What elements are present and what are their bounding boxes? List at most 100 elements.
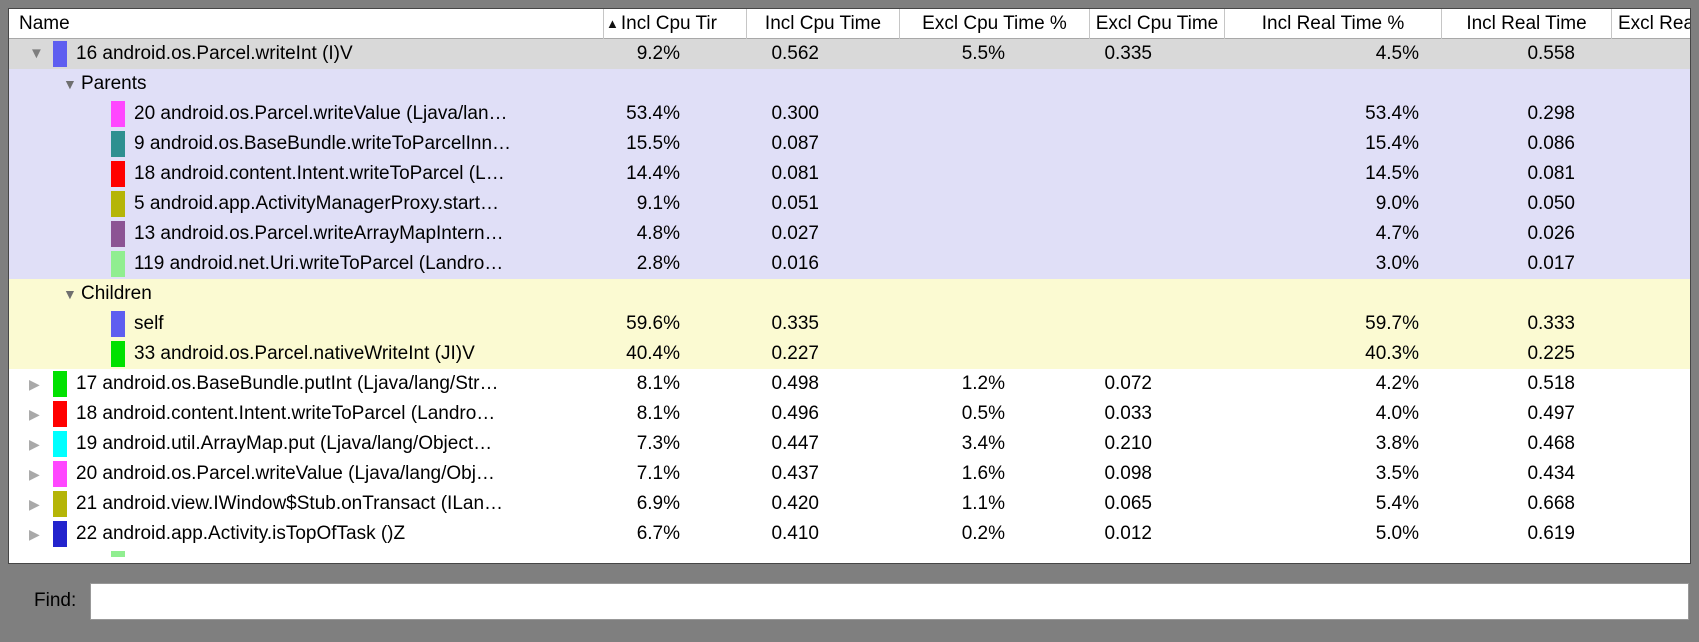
incl-real-time-value: 0.026 bbox=[1527, 223, 1575, 244]
column-header-name[interactable]: Name bbox=[19, 13, 70, 34]
disclosure-icon[interactable]: ▼ bbox=[63, 286, 77, 302]
incl-cpu-time-value: 0.562 bbox=[771, 43, 819, 64]
row-name-cell: self bbox=[9, 309, 603, 339]
incl-real-time-pct-value: 3.5% bbox=[1375, 463, 1419, 484]
row-name: 16 android.os.Parcel.writeInt (I)V bbox=[76, 43, 353, 64]
find-input[interactable] bbox=[90, 582, 1689, 620]
method-color-chip bbox=[53, 371, 67, 397]
incl-real-time-pct-value: 3.0% bbox=[1375, 253, 1419, 274]
excl-cpu-time-value bbox=[1089, 549, 1224, 557]
table-row[interactable]: 9 android.os.BaseBundle.writeToParcelInn… bbox=[9, 129, 1690, 159]
incl-real-time-pct-value: 59.7% bbox=[1365, 313, 1419, 334]
find-label: Find: bbox=[34, 590, 77, 611]
disclosure-icon[interactable]: ▼ bbox=[63, 76, 77, 92]
column-header-excl-cpu-time-pct[interactable]: Excl Cpu Time % bbox=[899, 9, 1089, 39]
row-name: 119 android.net.Uri.writeToParcel (Landr… bbox=[134, 253, 504, 274]
row-name: 17 android.os.BaseBundle.putInt (Ljava/l… bbox=[76, 373, 499, 394]
table-row[interactable]: ▶ 19 android.util.ArrayMap.put (Ljava/la… bbox=[9, 429, 1690, 459]
excl-cpu-time-value bbox=[1089, 249, 1224, 279]
column-header-excl-cpu-time[interactable]: Excl Cpu Time bbox=[1089, 9, 1224, 39]
row-name-cell: 20 android.os.Parcel.writeValue (Ljava/l… bbox=[9, 99, 603, 129]
row-name-cell: ▶ 18 android.content.Intent.writeToParce… bbox=[9, 399, 603, 429]
find-bar: Find: bbox=[8, 582, 1691, 620]
row-name: 13 android.os.Parcel.writeArrayMapIntern… bbox=[134, 223, 504, 244]
disclosure-icon[interactable]: ▶ bbox=[29, 466, 40, 482]
method-color-chip bbox=[53, 491, 67, 517]
column-header-incl-real-time[interactable]: Incl Real Time bbox=[1441, 9, 1611, 39]
excl-real-time-value bbox=[1611, 399, 1690, 429]
method-color-chip bbox=[111, 161, 125, 187]
excl-real-time-value bbox=[1611, 429, 1690, 459]
profiler-table-panel: Name ▲ Incl Cpu Tir Incl Cpu Time Excl Cp… bbox=[8, 8, 1691, 564]
row-name: 21 android.view.IWindow$Stub.onTransact … bbox=[76, 493, 504, 514]
excl-cpu-time-pct-value bbox=[899, 309, 1089, 339]
table-row[interactable]: 20 android.os.Parcel.writeValue (Ljava/l… bbox=[9, 99, 1690, 129]
incl-real-time-pct-value: 5.4% bbox=[1375, 493, 1419, 514]
incl-cpu-time-value: 0.498 bbox=[771, 373, 819, 394]
disclosure-icon[interactable]: ▶ bbox=[29, 406, 40, 422]
table-row[interactable]: ▶ 17 android.os.BaseBundle.putInt (Ljava… bbox=[9, 369, 1690, 399]
incl-cpu-time-pct-value: 14.4% bbox=[626, 163, 680, 184]
row-name: 18 android.content.Intent.writeToParcel … bbox=[76, 403, 496, 424]
table-row[interactable]: ▶ 18 android.content.Intent.writeToParce… bbox=[9, 399, 1690, 429]
excl-cpu-time-pct-value: 0.2% bbox=[961, 523, 1005, 544]
table-row[interactable]: 13 android.os.Parcel.writeArrayMapIntern… bbox=[9, 219, 1690, 249]
disclosure-icon[interactable]: ▼ bbox=[29, 45, 44, 62]
row-name: self bbox=[134, 313, 164, 334]
table-row[interactable]: ▶ 21 android.view.IWindow$Stub.onTransac… bbox=[9, 489, 1690, 519]
column-header-excl-real-time[interactable]: Excl Real bbox=[1611, 9, 1690, 39]
incl-real-time-pct-value: 4.5% bbox=[1375, 43, 1419, 64]
incl-cpu-time-pct-value: 4.8% bbox=[636, 223, 680, 244]
disclosure-icon[interactable]: ▶ bbox=[29, 436, 40, 452]
excl-cpu-time-value bbox=[1089, 279, 1224, 309]
table-row[interactable]: ▼ Parents bbox=[9, 69, 1690, 99]
column-header-incl-cpu-time-pct[interactable]: ▲ Incl Cpu Tir bbox=[603, 9, 746, 39]
disclosure-icon[interactable]: ▶ bbox=[29, 376, 40, 392]
incl-real-time-pct-value: 14.5% bbox=[1365, 163, 1419, 184]
table-row[interactable]: ▼ Children bbox=[9, 279, 1690, 309]
excl-cpu-time-value bbox=[1089, 309, 1224, 339]
row-name: 9 android.os.BaseBundle.writeToParcelInn… bbox=[134, 133, 512, 154]
incl-cpu-time-value: 0.410 bbox=[771, 523, 819, 544]
disclosure-icon[interactable]: ▶ bbox=[29, 526, 40, 542]
rows-container: ▼ 16 android.os.Parcel.writeInt (I)V 9.2… bbox=[9, 39, 1690, 557]
column-header-incl-cpu-time[interactable]: Incl Cpu Time bbox=[746, 9, 899, 39]
table-row[interactable]: 18 android.content.Intent.writeToParcel … bbox=[9, 159, 1690, 189]
incl-cpu-time-pct-value: 8.1% bbox=[636, 373, 680, 394]
incl-cpu-time-value: 0.087 bbox=[771, 133, 819, 154]
excl-cpu-time-value bbox=[1089, 159, 1224, 189]
excl-real-time-value bbox=[1611, 219, 1690, 249]
table-row[interactable]: 119 android.net.Uri.writeToParcel (Landr… bbox=[9, 249, 1690, 279]
table-row[interactable]: 33 android.os.Parcel.nativeWriteInt (JI)… bbox=[9, 339, 1690, 369]
method-color-chip bbox=[111, 221, 125, 247]
table-row[interactable]: 5 android.app.ActivityManagerProxy.start… bbox=[9, 189, 1690, 219]
excl-cpu-time-value: 0.210 bbox=[1104, 433, 1152, 454]
excl-cpu-time-value bbox=[1089, 129, 1224, 159]
incl-real-time-value: 0.434 bbox=[1527, 463, 1575, 484]
incl-cpu-time-pct-value: 59.6% bbox=[626, 313, 680, 334]
table-row[interactable]: ▶ 20 android.os.Parcel.writeValue (Ljava… bbox=[9, 459, 1690, 489]
column-header-label: Incl Cpu Tir bbox=[620, 13, 717, 34]
excl-cpu-time-pct-value bbox=[899, 129, 1089, 159]
excl-cpu-time-value: 0.335 bbox=[1104, 43, 1152, 64]
column-header-incl-real-time-pct[interactable]: Incl Real Time % bbox=[1224, 9, 1441, 39]
row-name-cell: ▶ 20 android.os.Parcel.writeValue (Ljava… bbox=[9, 459, 603, 489]
incl-cpu-time-value: 0.496 bbox=[771, 403, 819, 424]
incl-real-time-value: 0.497 bbox=[1527, 403, 1575, 424]
disclosure-icon[interactable]: ▶ bbox=[29, 496, 40, 512]
incl-real-time-pct-value bbox=[1224, 279, 1441, 309]
table-row[interactable] bbox=[9, 549, 1690, 557]
row-name-cell: ▶ 21 android.view.IWindow$Stub.onTransac… bbox=[9, 489, 603, 519]
incl-real-time-pct-value: 9.0% bbox=[1375, 193, 1419, 214]
excl-cpu-time-value: 0.098 bbox=[1104, 463, 1152, 484]
incl-real-time-pct-value bbox=[1224, 69, 1441, 99]
table-row[interactable]: self 59.6% 0.335 59.7% 0.333 bbox=[9, 309, 1690, 339]
row-name: 19 android.util.ArrayMap.put (Ljava/lang… bbox=[76, 433, 493, 454]
incl-real-time-value: 0.050 bbox=[1527, 193, 1575, 214]
table-row[interactable]: ▼ 16 android.os.Parcel.writeInt (I)V 9.2… bbox=[9, 39, 1690, 69]
table-row[interactable]: ▶ 22 android.app.Activity.isTopOfTask ()… bbox=[9, 519, 1690, 549]
row-name: 20 android.os.Parcel.writeValue (Ljava/l… bbox=[76, 463, 495, 484]
excl-cpu-time-pct-value: 1.6% bbox=[961, 463, 1005, 484]
row-name-cell: ▶ 22 android.app.Activity.isTopOfTask ()… bbox=[9, 519, 603, 549]
excl-real-time-value bbox=[1611, 549, 1690, 557]
